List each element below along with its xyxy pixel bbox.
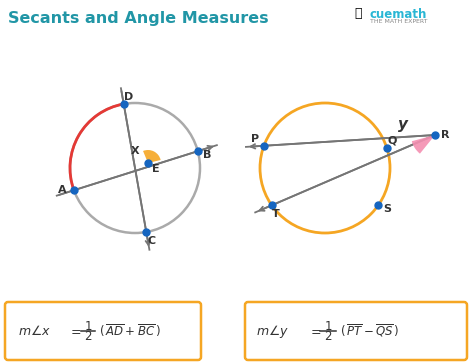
Text: y: y [398,118,408,132]
Text: $(\,\overline{AD}+\overline{BC}\,)$: $(\,\overline{AD}+\overline{BC}\,)$ [99,323,161,339]
Text: B: B [202,150,211,160]
Text: cuemath: cuemath [370,8,428,21]
Text: D: D [124,92,133,102]
Text: A: A [58,185,66,195]
Text: Q: Q [387,136,397,146]
Text: X: X [131,146,139,156]
Text: $=$: $=$ [68,325,82,338]
FancyBboxPatch shape [245,302,467,360]
Text: THE MATH EXPERT: THE MATH EXPERT [370,19,428,24]
Text: $=$: $=$ [308,325,322,338]
Text: C: C [147,236,155,246]
Text: P: P [251,134,259,144]
Text: $2$: $2$ [324,330,332,343]
Text: $1$: $1$ [324,319,332,333]
Text: E: E [152,164,160,174]
Wedge shape [412,135,435,154]
Text: $1$: $1$ [84,319,92,333]
Text: $2$: $2$ [84,330,92,343]
Text: $m\angle y$: $m\angle y$ [256,322,289,339]
Text: Secants and Angle Measures: Secants and Angle Measures [8,11,269,26]
FancyBboxPatch shape [5,302,201,360]
Text: T: T [272,209,280,219]
Text: $(\,\overline{PT}-\overline{QS}\,)$: $(\,\overline{PT}-\overline{QS}\,)$ [340,323,400,339]
Text: S: S [383,204,391,214]
Text: 🚀: 🚀 [354,7,362,20]
Text: R: R [441,130,449,140]
Text: $m\angle x$: $m\angle x$ [18,324,51,338]
Wedge shape [143,150,161,163]
